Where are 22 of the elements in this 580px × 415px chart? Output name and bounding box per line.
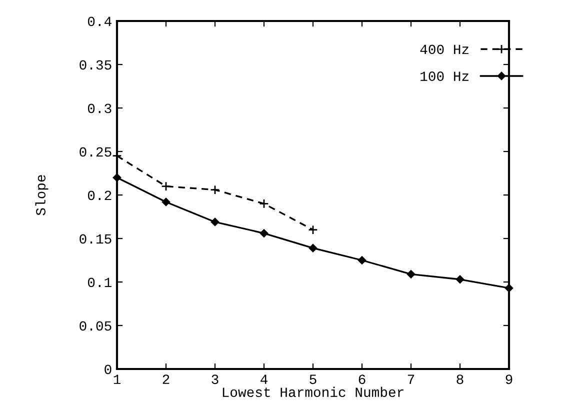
y-tick-label: 0 xyxy=(104,364,112,374)
y-tick-label: 0.25 xyxy=(80,147,112,157)
legend-label: 400 Hz xyxy=(420,44,468,54)
x-tick-label: 1 xyxy=(114,374,120,384)
y-tick-label: 0.35 xyxy=(80,60,112,70)
x-tick-label: 8 xyxy=(456,374,464,384)
x-tick-label: 2 xyxy=(162,374,170,384)
x-tick-label: 9 xyxy=(506,374,512,384)
x-axis-title: Lowest Harmonic Number xyxy=(222,386,404,398)
x-tick-label: 6 xyxy=(358,374,366,384)
x-tick-label: 7 xyxy=(408,374,414,384)
y-tick-label: 0.4 xyxy=(88,16,112,26)
y-axis-title: Slope xyxy=(35,175,48,216)
x-tick-label: 4 xyxy=(260,374,268,384)
y-tick-label: 0.05 xyxy=(80,321,112,331)
y-tick-label: 0.2 xyxy=(88,190,112,200)
x-tick-label: 3 xyxy=(212,374,218,384)
y-tick-label: 0.1 xyxy=(88,278,112,288)
x-tick-label: 5 xyxy=(310,374,316,384)
y-tick-label: 0.15 xyxy=(80,234,112,244)
y-tick-label: 0.3 xyxy=(88,104,112,114)
legend-label: 100 Hz xyxy=(420,72,468,81)
